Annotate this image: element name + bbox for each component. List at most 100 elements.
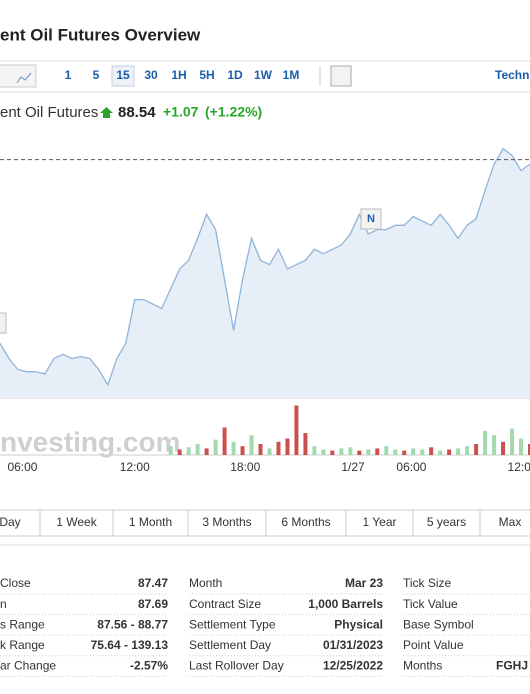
range-tab-label: 5 years (427, 515, 466, 529)
volume-bar (294, 405, 299, 455)
table-cell: 87.56 - 88.77 (97, 617, 168, 631)
table-cell: 87.69 (138, 597, 168, 611)
table-cell: 01/31/2023 (323, 638, 383, 652)
table-cell: Months (403, 659, 442, 673)
volume-bar (483, 430, 488, 455)
icon (16, 72, 32, 84)
event-marker-label: N (367, 213, 375, 225)
range-tab-label: 6 Months (281, 515, 330, 529)
range-tab-label: Day (0, 515, 21, 529)
settings-button[interactable] (330, 65, 352, 87)
table-cell: Contract Size (189, 597, 261, 611)
table-cell: Tick Value (403, 597, 458, 611)
x-tick-label: 06:00 (7, 460, 37, 474)
table-cell: Base Symbol (403, 617, 474, 631)
event-marker[interactable] (0, 312, 7, 334)
interval-button[interactable]: 1D (227, 68, 243, 82)
volume-bar (186, 447, 191, 455)
range-tab[interactable] (345, 509, 414, 537)
volume-bar (402, 450, 407, 455)
x-tick-label: 12:0 (508, 460, 530, 474)
volume-bar (339, 448, 344, 455)
active-interval (111, 65, 135, 87)
volume-bar (438, 450, 443, 455)
technical-link[interactable]: Techn (495, 68, 529, 82)
interval-button[interactable]: 1 (65, 68, 72, 82)
quote-change-pct: (+1.22%) (205, 104, 262, 120)
range-tab[interactable] (265, 509, 347, 537)
chart-type-button[interactable] (0, 64, 37, 88)
volume-bar (510, 428, 515, 455)
volume-bar (384, 446, 389, 455)
x-tick-label: 1/27 (341, 460, 365, 474)
volume-bar (330, 450, 335, 455)
range-tab-label: Max (499, 515, 522, 529)
table-cell: 1,000 Barrels (308, 597, 383, 611)
range-tab[interactable] (479, 509, 530, 537)
table-cell: Month (189, 576, 222, 590)
volume-bar (429, 447, 434, 455)
table-cell: Settlement Type (189, 617, 276, 631)
volume-bar (267, 448, 272, 455)
page-title: ent Oil Futures Overview (0, 25, 201, 44)
volume-bar (204, 448, 209, 455)
interval-button[interactable]: 1H (171, 68, 186, 82)
price-line (0, 147, 530, 387)
volume-bar (492, 435, 497, 455)
range-tab[interactable] (412, 509, 481, 537)
volume-bar (285, 438, 290, 455)
volume-bar (366, 449, 371, 455)
volume-bar (411, 448, 416, 455)
volume-bar (213, 439, 218, 455)
table-cell: Tick Size (403, 576, 452, 590)
volume-bar (348, 447, 353, 455)
range-tab-label: 3 Months (202, 515, 251, 529)
volume-bar (519, 438, 524, 455)
table-cell: ar Change (0, 659, 56, 673)
interval-button[interactable]: 5H (199, 68, 214, 82)
range-tab-label: 1 Year (362, 515, 396, 529)
table-cell: Point Value (403, 638, 464, 652)
range-tab[interactable] (112, 509, 189, 537)
table-cell: 12/25/2022 (323, 659, 383, 673)
watermark: nvesting.com (0, 426, 180, 457)
interval-button[interactable]: 30 (144, 68, 158, 82)
interval-button[interactable]: 5 (93, 68, 100, 82)
volume-bar (249, 435, 254, 455)
volume-bar (258, 444, 263, 455)
x-tick-label: 18:00 (230, 460, 260, 474)
range-tab[interactable] (39, 509, 114, 537)
table-cell: k Range (0, 638, 45, 652)
table-cell: Settlement Day (189, 638, 271, 652)
x-tick-label: 12:00 (120, 460, 150, 474)
quote-price: 88.54 (118, 104, 156, 121)
quote-name: ent Oil Futures (0, 104, 98, 121)
table-cell: Close (0, 576, 31, 590)
table-cell: 87.47 (138, 576, 168, 590)
interval-button[interactable]: 15 (116, 68, 130, 82)
volume-bar (303, 433, 308, 455)
range-tab[interactable] (187, 509, 267, 537)
volume-bar (195, 444, 200, 455)
interval-button[interactable]: 1W (254, 68, 273, 82)
volume-bar (420, 449, 425, 455)
event-marker[interactable] (360, 208, 382, 230)
volume-bar (465, 446, 470, 455)
volume-bar (222, 427, 227, 455)
range-tab[interactable] (0, 509, 41, 537)
table-cell: Physical (334, 617, 383, 631)
table-cell: 75.64 - 139.13 (91, 638, 169, 652)
volume-bar (501, 441, 506, 455)
interval-button[interactable]: 1M (283, 68, 300, 82)
table-cell: -2.57% (130, 659, 168, 673)
volume-bar (375, 448, 380, 455)
table-cell: Last Rollover Day (189, 659, 284, 673)
volume-bar (447, 449, 452, 455)
range-tab-label: 1 Month (129, 515, 172, 529)
volume-bar (321, 449, 326, 455)
volume-bar (240, 446, 245, 455)
volume-bar (168, 446, 173, 455)
volume-bar (276, 441, 281, 455)
